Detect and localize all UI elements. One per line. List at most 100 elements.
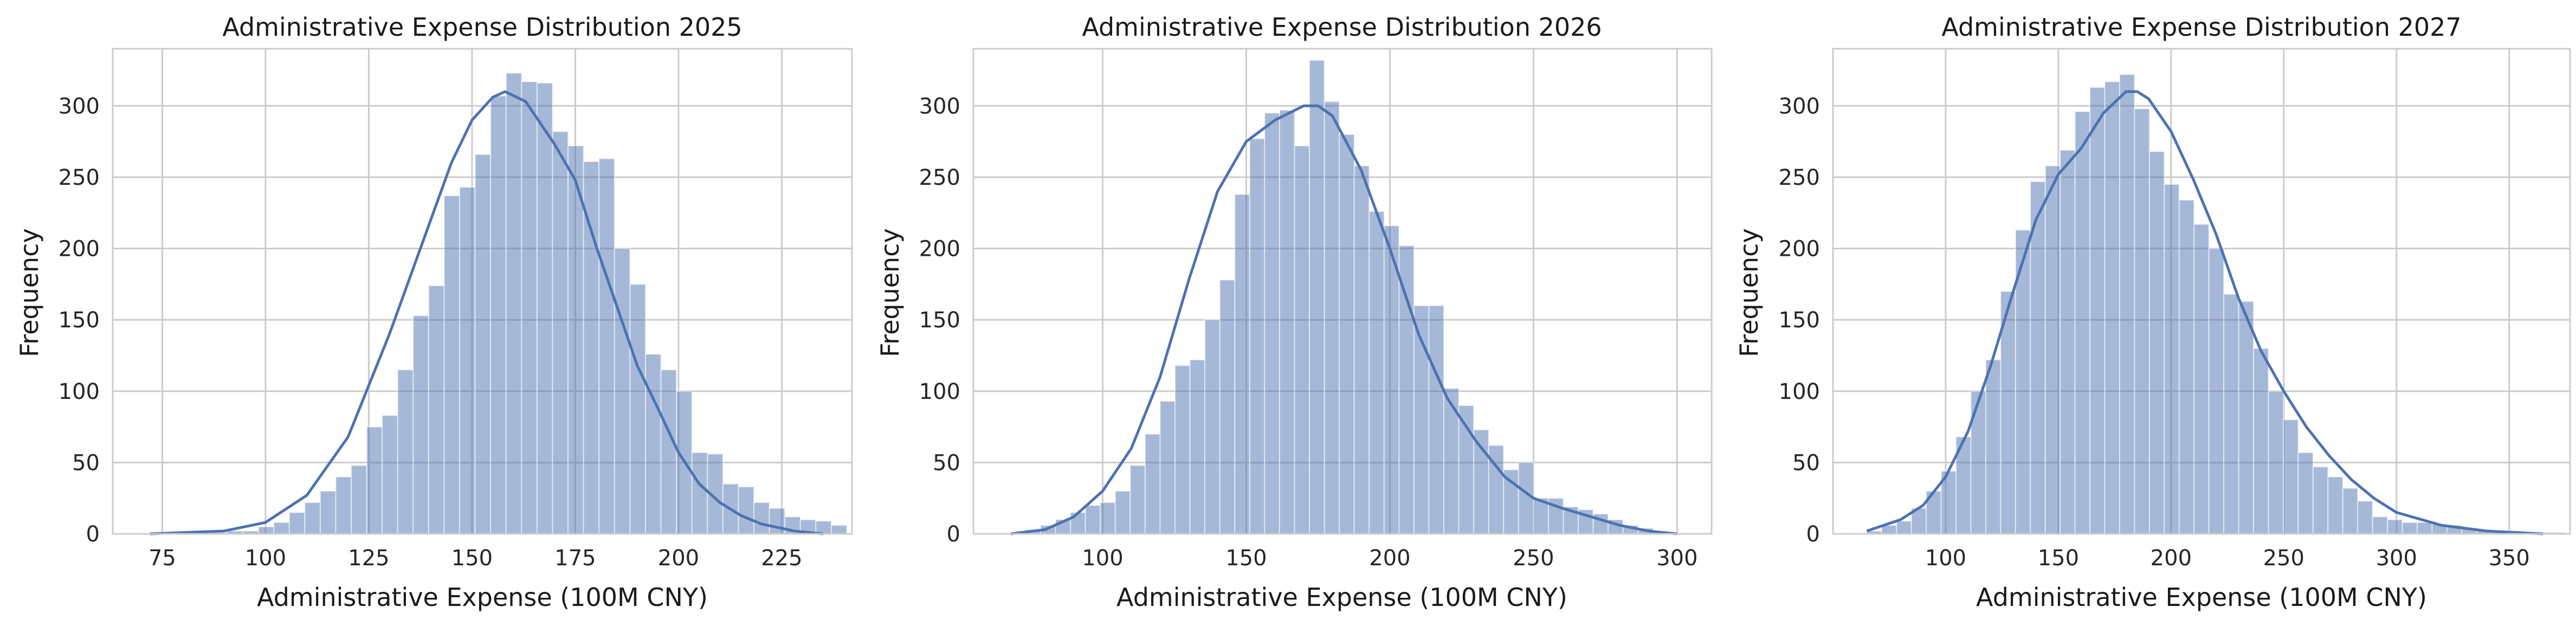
y-tick-label: 150 [1779,308,1820,333]
x-tick-label: 125 [348,546,389,571]
kde-curve [150,90,823,535]
histogram-bar [660,369,677,534]
histogram-bar [2238,300,2255,534]
histogram-bar [1084,505,1101,535]
histogram-bar [2164,184,2180,534]
histogram-bar [2059,149,2076,535]
histogram-bar [257,526,275,535]
histogram-bar [2223,293,2239,534]
y-tick-label: 0 [1806,522,1820,547]
chart-title: Administrative Expense Distribution 2026 [1082,12,1602,42]
y-tick-label: 50 [933,450,960,475]
histogram-bar [1398,245,1415,534]
histogram-bar [1592,513,1609,534]
histogram-bar [521,81,538,534]
histogram-bar [2372,516,2388,534]
histogram-bar [1234,193,1250,534]
y-axis-label: Frequency [875,228,905,357]
y-tick-label: 100 [919,379,960,404]
plot-area: 75 100 125 150 175 200 225 0 50 100 150 200 250 300 [59,48,853,571]
histogram-bar [2282,419,2299,534]
histogram-bar [474,153,492,534]
histogram-bar [1533,498,1549,534]
histogram-bar [1985,359,2002,535]
histogram-bar [2148,151,2165,534]
histogram-bar [644,353,662,535]
histogram-bar [2327,476,2343,534]
y-tick-label: 100 [59,379,100,404]
y-tick-label: 250 [1779,165,1820,190]
histogram-bar [443,195,461,535]
x-tick-label: 200 [2151,546,2192,571]
histogram-bar [2104,81,2121,534]
histogram-bar [1294,145,1310,534]
histogram-bar [738,486,755,534]
y-tick-label: 0 [947,522,960,547]
x-tick-label: 175 [554,546,596,571]
x-tick-label: 100 [1925,546,1966,571]
x-tick-label: 200 [658,546,699,571]
histogram-bar [366,426,383,535]
histogram-bar [2342,487,2359,534]
y-tick-label: 250 [59,165,100,190]
chart-title: Administrative Expense Distribution 2025 [222,12,742,42]
histogram-bar [412,315,429,534]
histogram-bar [1219,279,1236,534]
histogram-bar [1428,305,1445,535]
histogram-bar [335,476,352,534]
y-tick-label: 100 [1779,379,1820,404]
histogram-bar [1368,211,1385,534]
histogram-bar [2208,248,2225,534]
histogram-bar [1174,365,1191,534]
histogram-bar [614,248,631,534]
y-tick-label: 150 [919,308,960,333]
x-tick-label: 150 [2038,546,2079,571]
x-tick-label: 250 [2263,546,2304,571]
histogram-bar [1204,319,1221,534]
histogram-bar [1896,520,1912,535]
histogram-bar [382,415,398,534]
x-tick-label: 300 [2376,546,2417,571]
histogram-bar [815,520,832,535]
y-tick-label: 300 [1779,94,1820,119]
y-tick-label: 300 [919,94,960,119]
histogram-bar [2119,74,2135,535]
histogram-bar [753,502,770,535]
histogram-bar [2297,451,2314,534]
histogram-bar [2387,519,2403,534]
plot-area: 100 150 200 250 300 350 0 50 100 150 200 250 300 [1779,48,2571,571]
histogram-bar [598,158,615,534]
x-tick-label: 75 [149,546,176,571]
histogram-bar [2134,108,2150,534]
histogram-bar [629,283,646,535]
kde-curve [1010,104,1677,535]
histogram-bar [1323,101,1340,535]
x-axis-label: Administrative Expense (100M CNY) [257,583,708,612]
y-tick-label: 50 [72,450,100,475]
histogram-bar [1100,502,1116,535]
plot-frame [1832,48,2571,535]
plot-area: 100 150 200 250 300 0 50 100 150 200 250 300 [919,48,1713,571]
x-tick-label: 150 [451,546,493,571]
histogram-bar [1264,112,1280,535]
histogram-bar [304,502,321,535]
histogram-bar [2357,500,2373,534]
plot-frame [972,48,1713,535]
histogram-bar [1070,512,1086,535]
x-tick-label: 300 [1656,546,1697,571]
x-tick-label: 150 [1225,546,1267,571]
histogram-bar [428,285,445,534]
x-tick-label: 100 [1082,546,1123,571]
histogram-bar [351,464,367,534]
y-tick-label: 250 [919,165,960,190]
histogram-bar [397,369,414,534]
histogram-bar [1129,464,1146,534]
y-tick-label: 300 [59,94,100,119]
histogram-bar [567,145,584,534]
y-tick-label: 200 [1779,237,1820,262]
y-axis-label: Frequency [15,228,44,357]
histogram-bar [1159,401,1176,534]
x-tick-label: 250 [1513,546,1554,571]
x-tick-label: 100 [245,546,286,571]
